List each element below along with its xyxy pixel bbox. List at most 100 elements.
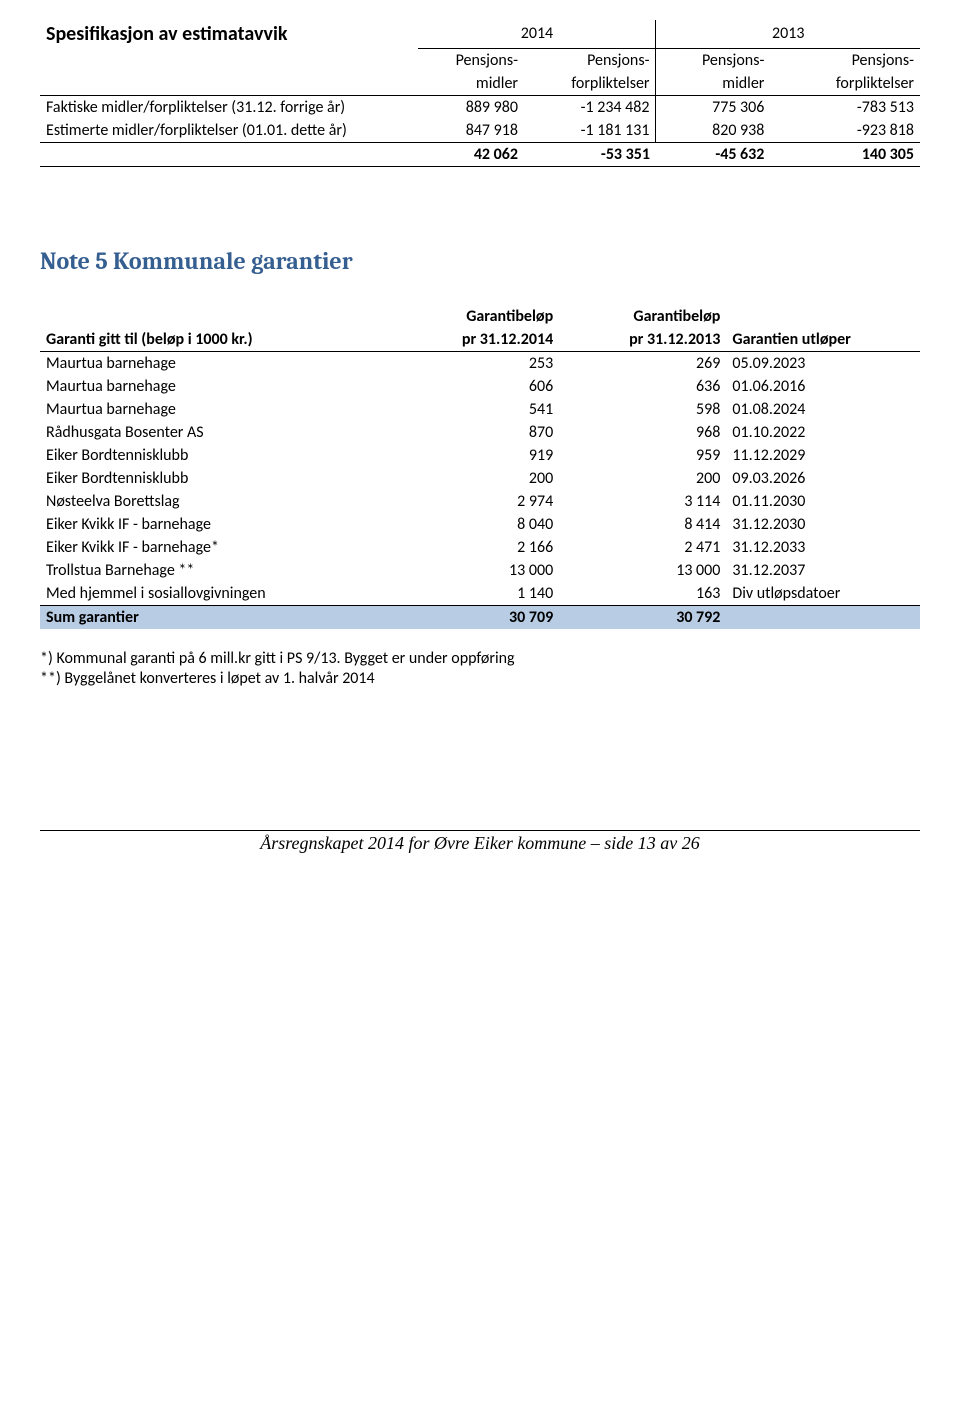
table-row: Med hjemmel i sosiallovgivningen1 140163… <box>40 582 920 606</box>
total-row: 42 062 -53 351 -45 632 140 305 <box>40 142 920 166</box>
cell: 2 974 <box>392 490 559 513</box>
row-label: Estimerte midler/forpliktelser (01.01. d… <box>40 119 418 143</box>
cell: 820 938 <box>656 119 770 143</box>
page-footer: Årsregnskapet 2014 for Øvre Eiker kommun… <box>40 830 920 854</box>
year-header-row: Spesifikasjon av estimatavvik 2014 2013 <box>40 20 920 48</box>
table-row: Maurtua barnehage25326905.09.2023 <box>40 351 920 375</box>
cell: 775 306 <box>656 95 770 119</box>
estimate-deviation-table: Spesifikasjon av estimatavvik 2014 2013 … <box>40 20 920 167</box>
cell: 8 040 <box>392 513 559 536</box>
cell: Garantien utløper <box>726 328 920 352</box>
cell: 2 166 <box>392 536 559 559</box>
cell: -1 181 131 <box>524 119 656 143</box>
cell: Sum garantier <box>40 605 392 629</box>
table-row: Estimerte midler/forpliktelser (01.01. d… <box>40 119 920 143</box>
cell: 42 062 <box>418 142 524 166</box>
cell: Rådhusgata Bosenter AS <box>40 421 392 444</box>
cell: 253 <box>392 351 559 375</box>
cell: Trollstua Barnehage ** <box>40 559 392 582</box>
col-h: midler <box>418 72 524 96</box>
cell: 636 <box>559 375 726 398</box>
table-row: Eiker Kvikk IF - barnehage8 0408 41431.1… <box>40 513 920 536</box>
cell: Garantibeløp <box>392 305 559 328</box>
cell: Div utløpsdatoer <box>726 582 920 606</box>
cell: Eiker Bordtennisklubb <box>40 444 392 467</box>
cell <box>726 305 920 328</box>
cell: -923 818 <box>770 119 920 143</box>
row-label: Faktiske midler/forpliktelser (31.12. fo… <box>40 95 418 119</box>
table-row: Maurtua barnehage54159801.08.2024 <box>40 398 920 421</box>
footnote-2: **) Byggelånet konverteres i løpet av 1.… <box>40 669 920 690</box>
cell: 01.11.2030 <box>726 490 920 513</box>
cell: 847 918 <box>418 119 524 143</box>
cell: 959 <box>559 444 726 467</box>
table-row: Faktiske midler/forpliktelser (31.12. fo… <box>40 95 920 119</box>
cell: Garantibeløp <box>559 305 726 328</box>
table-row: Eiker Kvikk IF - barnehage*2 1662 47131.… <box>40 536 920 559</box>
cell: Eiker Bordtennisklubb <box>40 467 392 490</box>
cell: 09.03.2026 <box>726 467 920 490</box>
cell: 11.12.2029 <box>726 444 920 467</box>
cell: 200 <box>559 467 726 490</box>
g-header-1: Garantibeløp Garantibeløp <box>40 305 920 328</box>
footnotes: *) Kommunal garanti på 6 mill.kr gitt i … <box>40 649 920 691</box>
cell: 870 <box>392 421 559 444</box>
cell: 200 <box>392 467 559 490</box>
cell: 31.12.2037 <box>726 559 920 582</box>
cell: Eiker Kvikk IF - barnehage* <box>40 536 392 559</box>
col-h: forpliktelser <box>770 72 920 96</box>
year-2014: 2014 <box>418 20 656 48</box>
cell: 140 305 <box>770 142 920 166</box>
cell: 163 <box>559 582 726 606</box>
cell: 541 <box>392 398 559 421</box>
col-h: midler <box>656 72 770 96</box>
cell: -45 632 <box>656 142 770 166</box>
total-label <box>40 142 418 166</box>
cell: 31.12.2030 <box>726 513 920 536</box>
sum-row: Sum garantier 30 709 30 792 <box>40 605 920 629</box>
col-h: forpliktelser <box>524 72 656 96</box>
g-header-2: Garanti gitt til (beløp i 1000 kr.) pr 3… <box>40 328 920 352</box>
cell: 01.10.2022 <box>726 421 920 444</box>
cell: 31.12.2033 <box>726 536 920 559</box>
cell: Nøsteelva Borettslag <box>40 490 392 513</box>
col-header-row-2: midler forpliktelser midler forpliktelse… <box>40 72 920 96</box>
table-row: Trollstua Barnehage **13 00013 00031.12.… <box>40 559 920 582</box>
col-h: Pensjons- <box>656 48 770 72</box>
cell <box>726 605 920 629</box>
note5-title: Note 5 Kommunale garantier <box>40 247 920 275</box>
cell: Maurtua barnehage <box>40 375 392 398</box>
cell: 13 000 <box>392 559 559 582</box>
cell: 2 471 <box>559 536 726 559</box>
cell: Maurtua barnehage <box>40 351 392 375</box>
cell <box>40 305 392 328</box>
cell: 13 000 <box>559 559 726 582</box>
section1-title: Spesifikasjon av estimatavvik <box>40 20 418 48</box>
cell: 919 <box>392 444 559 467</box>
table-row: Eiker Bordtennisklubb20020009.03.2026 <box>40 467 920 490</box>
col-h: Pensjons- <box>770 48 920 72</box>
col-header-row-1: Pensjons- Pensjons- Pensjons- Pensjons- <box>40 48 920 72</box>
cell: 3 114 <box>559 490 726 513</box>
cell: 968 <box>559 421 726 444</box>
cell: 889 980 <box>418 95 524 119</box>
cell: 8 414 <box>559 513 726 536</box>
cell: Eiker Kvikk IF - barnehage <box>40 513 392 536</box>
cell: Garanti gitt til (beløp i 1000 kr.) <box>40 328 392 352</box>
year-2013: 2013 <box>656 20 920 48</box>
cell: -783 513 <box>770 95 920 119</box>
cell: 1 140 <box>392 582 559 606</box>
cell: Maurtua barnehage <box>40 398 392 421</box>
col-h: Pensjons- <box>418 48 524 72</box>
cell: pr 31.12.2014 <box>392 328 559 352</box>
cell: 30 792 <box>559 605 726 629</box>
cell: -53 351 <box>524 142 656 166</box>
blank-cell <box>40 48 418 72</box>
cell: 269 <box>559 351 726 375</box>
cell: 01.06.2016 <box>726 375 920 398</box>
table-row: Maurtua barnehage60663601.06.2016 <box>40 375 920 398</box>
cell: -1 234 482 <box>524 95 656 119</box>
col-h: Pensjons- <box>524 48 656 72</box>
cell: 598 <box>559 398 726 421</box>
cell: 606 <box>392 375 559 398</box>
